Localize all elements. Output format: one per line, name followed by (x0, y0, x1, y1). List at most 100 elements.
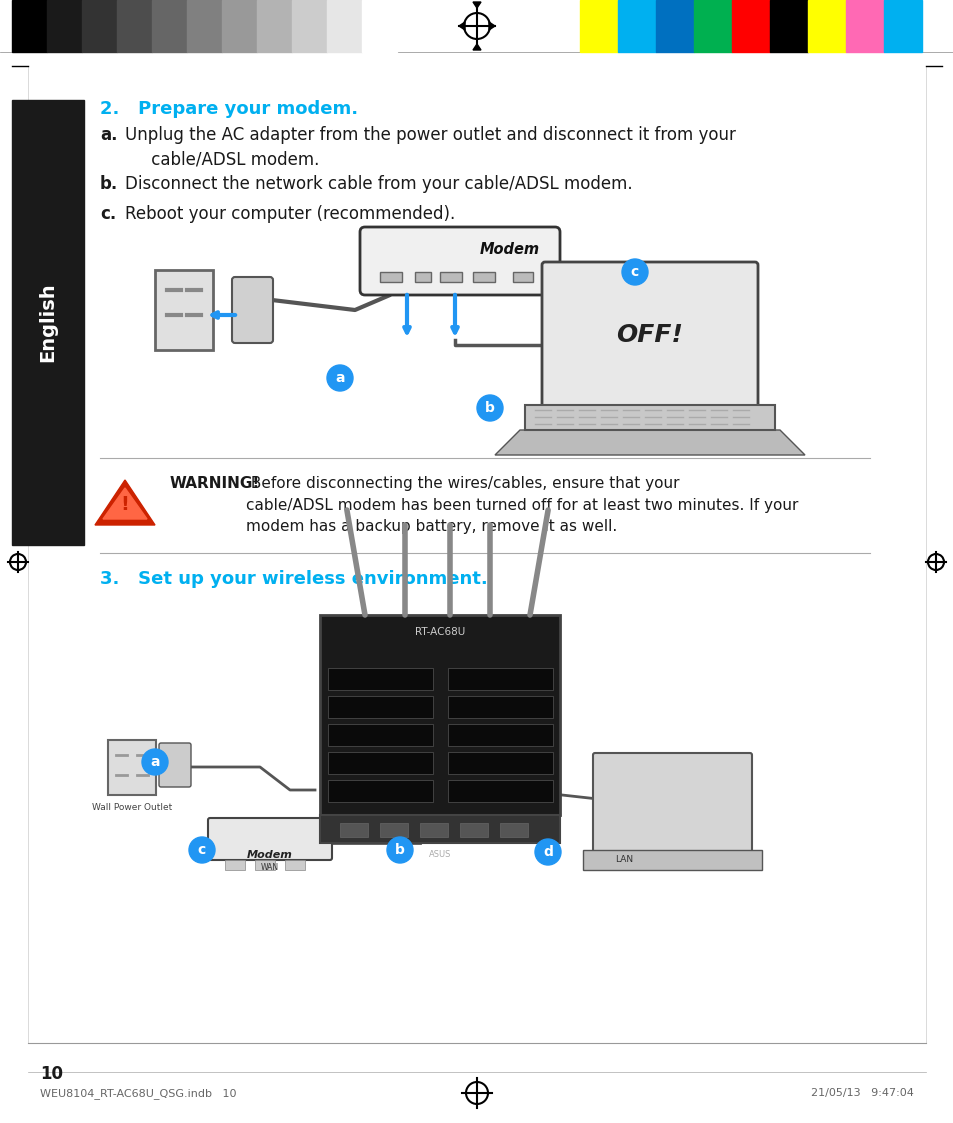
Bar (328, 780, 433, 802)
Bar (582, 850, 761, 870)
Bar (12, 100, 84, 545)
Text: a: a (150, 755, 159, 769)
Bar (439, 272, 461, 282)
Bar (254, 860, 274, 870)
Bar (618, 0, 656, 52)
FancyBboxPatch shape (208, 818, 332, 860)
Bar (379, 272, 401, 282)
Bar (524, 405, 774, 430)
Bar (12, 0, 47, 52)
Bar (513, 272, 533, 282)
Bar (328, 668, 433, 690)
Text: Before disconnecting the wires/cables, ensure that your
cable/ADSL modem has bee: Before disconnecting the wires/cables, e… (246, 476, 798, 535)
Bar (256, 0, 292, 52)
Bar (108, 740, 156, 795)
Text: c: c (197, 843, 206, 857)
Text: Wall Power Outlet: Wall Power Outlet (91, 803, 172, 812)
Text: b.: b. (100, 175, 118, 193)
FancyBboxPatch shape (541, 262, 758, 408)
Text: Reboot your computer (recommended).: Reboot your computer (recommended). (125, 206, 455, 223)
Bar (328, 724, 433, 746)
Bar (883, 0, 921, 52)
Polygon shape (495, 430, 804, 455)
Bar (769, 0, 807, 52)
Bar (328, 696, 433, 718)
Bar (448, 696, 553, 718)
Bar (731, 0, 769, 52)
Text: WEU8104_RT-AC68U_QSG.indb   10: WEU8104_RT-AC68U_QSG.indb 10 (40, 1088, 236, 1099)
Bar (419, 823, 448, 837)
Bar (415, 272, 431, 282)
Text: d: d (542, 844, 553, 859)
Text: a.: a. (100, 126, 117, 144)
Bar (328, 752, 433, 774)
Bar (319, 615, 559, 815)
Bar (361, 0, 396, 52)
Bar (292, 0, 327, 52)
Circle shape (535, 839, 560, 865)
Text: OFF!: OFF! (616, 323, 682, 347)
Bar (448, 752, 553, 774)
Text: Unplug the AC adapter from the power outlet and disconnect it from your
     cab: Unplug the AC adapter from the power out… (125, 126, 735, 168)
Text: Disconnect the network cable from your cable/ADSL modem.: Disconnect the network cable from your c… (125, 175, 632, 193)
Bar (117, 0, 152, 52)
Bar (656, 0, 693, 52)
FancyBboxPatch shape (232, 277, 273, 343)
Text: b: b (395, 843, 404, 857)
Bar (379, 823, 408, 837)
Circle shape (476, 395, 502, 421)
Text: LAN: LAN (615, 855, 633, 864)
Circle shape (189, 837, 214, 862)
FancyBboxPatch shape (593, 754, 751, 852)
Bar (47, 0, 82, 52)
Bar (285, 860, 305, 870)
Bar (807, 0, 845, 52)
Text: b: b (484, 401, 495, 416)
FancyBboxPatch shape (159, 743, 191, 787)
Bar (579, 0, 618, 52)
Bar (319, 815, 559, 843)
Bar (448, 780, 553, 802)
Bar (152, 0, 187, 52)
Circle shape (142, 749, 168, 775)
Bar (693, 0, 731, 52)
Bar (845, 0, 883, 52)
FancyBboxPatch shape (359, 227, 559, 295)
Bar (339, 823, 368, 837)
Text: ASUS: ASUS (428, 850, 451, 859)
Text: WARNING!: WARNING! (170, 476, 260, 491)
Bar (459, 823, 488, 837)
Bar (499, 823, 527, 837)
Circle shape (327, 365, 353, 391)
Bar (327, 0, 361, 52)
Bar (448, 668, 553, 690)
Bar (187, 0, 222, 52)
Bar (222, 0, 256, 52)
Text: 3.   Set up your wireless environment.: 3. Set up your wireless environment. (100, 570, 487, 588)
Polygon shape (489, 22, 495, 30)
Text: English: English (38, 283, 57, 363)
Circle shape (621, 259, 647, 285)
Bar (82, 0, 117, 52)
Polygon shape (473, 2, 480, 8)
Bar (448, 724, 553, 746)
Text: 10: 10 (40, 1065, 63, 1083)
Bar (154, 270, 213, 350)
Polygon shape (103, 489, 147, 519)
Text: Modem: Modem (247, 850, 293, 860)
Text: WAN: WAN (261, 862, 279, 871)
Text: !: ! (120, 495, 130, 514)
Text: c.: c. (100, 206, 116, 223)
Polygon shape (458, 22, 464, 30)
Text: Modem: Modem (479, 241, 539, 257)
Polygon shape (95, 480, 154, 524)
Text: a: a (335, 371, 344, 385)
Circle shape (387, 837, 413, 862)
Bar (225, 860, 245, 870)
Text: c: c (630, 265, 639, 279)
Text: RT-AC68U: RT-AC68U (415, 627, 465, 637)
Text: 2.   Prepare your modem.: 2. Prepare your modem. (100, 100, 357, 118)
Polygon shape (473, 44, 480, 51)
Bar (473, 272, 495, 282)
Text: 21/05/13   9:47:04: 21/05/13 9:47:04 (810, 1088, 913, 1098)
